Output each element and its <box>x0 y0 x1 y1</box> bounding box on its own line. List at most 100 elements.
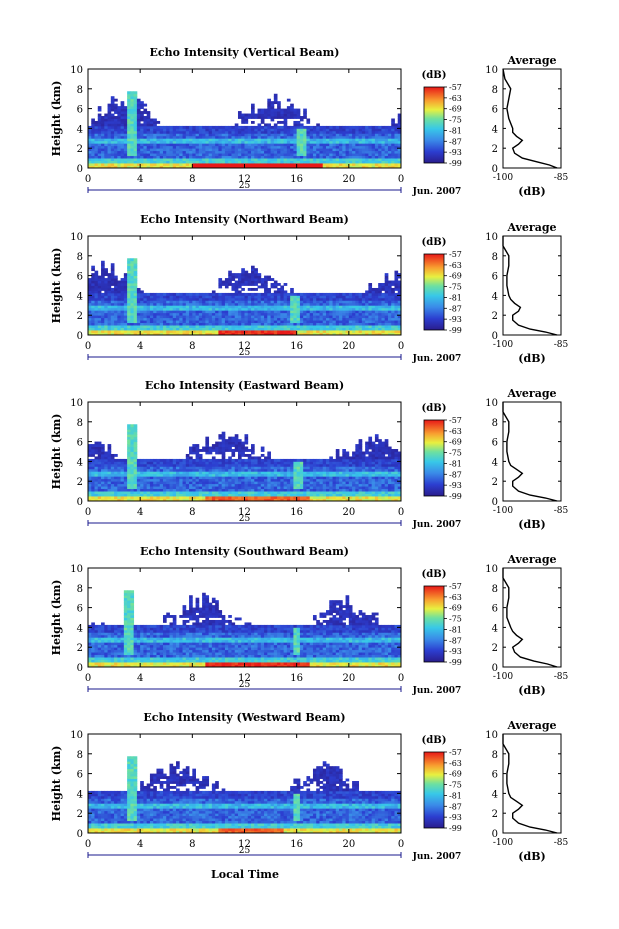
heatmap-cell <box>101 307 105 311</box>
heatmap-cell <box>127 128 131 132</box>
colorbar-tick-label: -81 <box>449 126 462 135</box>
heatmap-cell <box>117 300 121 304</box>
heatmap-cell <box>371 290 376 294</box>
heatmap-cell <box>231 317 236 321</box>
heatmap-cell <box>179 158 183 161</box>
heatmap-cell <box>299 133 304 137</box>
heatmap-cell <box>205 496 210 499</box>
heatmap-cell <box>114 106 118 110</box>
heatmap-cell <box>273 315 278 319</box>
heatmap-cell <box>228 140 232 144</box>
heatmap-cell <box>270 155 275 159</box>
heatmap-cell <box>270 140 275 144</box>
heatmap-cell <box>127 150 131 154</box>
heatmap-cell <box>283 163 288 166</box>
heatmap-cell <box>94 463 99 467</box>
heatmap-cell <box>384 133 389 137</box>
heatmap-cell <box>397 155 402 159</box>
heatmap-cell <box>149 498 154 502</box>
heatmap-cell <box>368 292 373 296</box>
heatmap-cell <box>251 163 255 166</box>
heatmap-cell <box>107 285 112 289</box>
heatmap-cell <box>149 135 154 139</box>
heatmap-cell <box>237 165 242 169</box>
heatmap-cell <box>280 135 285 139</box>
heatmap-cell <box>123 297 128 301</box>
heatmap-cell <box>221 441 226 445</box>
heatmap-cell <box>339 163 343 166</box>
heatmap-cell <box>169 476 174 480</box>
heatmap-cell <box>185 140 190 144</box>
heatmap-cell <box>127 483 131 487</box>
heatmap-cell <box>114 312 118 316</box>
heatmap-cell <box>91 493 95 497</box>
heatmap-cell <box>251 292 255 296</box>
heatmap-cell <box>260 153 265 157</box>
heatmap-cell <box>309 305 314 309</box>
heatmap-cell <box>228 138 232 142</box>
heatmap-cell <box>394 128 399 132</box>
heatmap-cell <box>136 317 141 321</box>
heatmap-cell <box>198 150 203 154</box>
heatmap-cell <box>172 300 177 304</box>
heatmap-cell <box>228 476 232 480</box>
heatmap-cell <box>355 297 360 301</box>
heatmap-cell <box>123 111 128 114</box>
heatmap-cell <box>156 143 161 147</box>
heatmap-cell <box>130 295 135 299</box>
heatmap-cell <box>189 140 193 144</box>
heatmap-cell <box>208 476 213 480</box>
heatmap-cell <box>162 125 167 129</box>
heatmap-cell <box>228 320 232 324</box>
heatmap-cell <box>146 483 151 487</box>
heatmap-cell <box>123 496 128 499</box>
heatmap-cell <box>312 302 317 306</box>
heatmap-cell <box>153 493 157 497</box>
heatmap-cell <box>231 461 236 465</box>
heatmap-cell <box>397 297 402 301</box>
heatmap-cell <box>264 280 268 284</box>
heatmap-cell <box>241 330 245 333</box>
heatmap-cell <box>397 116 402 119</box>
heatmap-cell <box>296 111 301 114</box>
heatmap-cell <box>355 310 360 314</box>
heatmap-cell <box>189 322 193 326</box>
heatmap-cell <box>97 163 102 166</box>
heatmap-cell <box>335 148 340 152</box>
heatmap-cell <box>140 498 144 502</box>
heatmap-cell <box>332 163 337 166</box>
heatmap-cell <box>224 145 229 149</box>
heatmap-cell <box>130 120 135 124</box>
heatmap-cell <box>130 128 135 132</box>
heatmap-cell <box>133 145 138 149</box>
heatmap-cell <box>241 158 245 161</box>
heatmap-cell <box>267 116 271 119</box>
heatmap-cell <box>117 155 121 159</box>
heatmap-cell <box>342 332 346 336</box>
heatmap-cell <box>192 302 196 306</box>
heatmap-cell <box>381 307 386 311</box>
heatmap-cell <box>149 302 154 306</box>
heatmap-cell <box>260 158 265 161</box>
heatmap-cell <box>208 446 213 450</box>
heatmap-cell <box>286 302 291 306</box>
heatmap-cell <box>254 133 258 137</box>
heatmap-cell <box>136 491 141 494</box>
heatmap-cell <box>293 138 298 142</box>
heatmap-cell <box>273 148 278 152</box>
heatmap-cell <box>107 327 112 331</box>
heatmap-cell <box>286 111 291 114</box>
heatmap-cell <box>149 463 154 467</box>
heatmap-cell <box>153 322 157 326</box>
heatmap-cell <box>149 473 154 477</box>
heatmap-cell <box>368 322 373 326</box>
heatmap-cell <box>195 125 200 129</box>
heatmap-cell <box>371 312 376 316</box>
heatmap-cell <box>176 478 180 482</box>
heatmap-cell <box>378 305 382 309</box>
heatmap-cell <box>260 108 265 112</box>
heatmap-cell <box>299 163 304 166</box>
heatmap-cell <box>280 145 285 149</box>
heatmap-cell <box>374 315 379 319</box>
heatmap-cell <box>234 446 239 450</box>
